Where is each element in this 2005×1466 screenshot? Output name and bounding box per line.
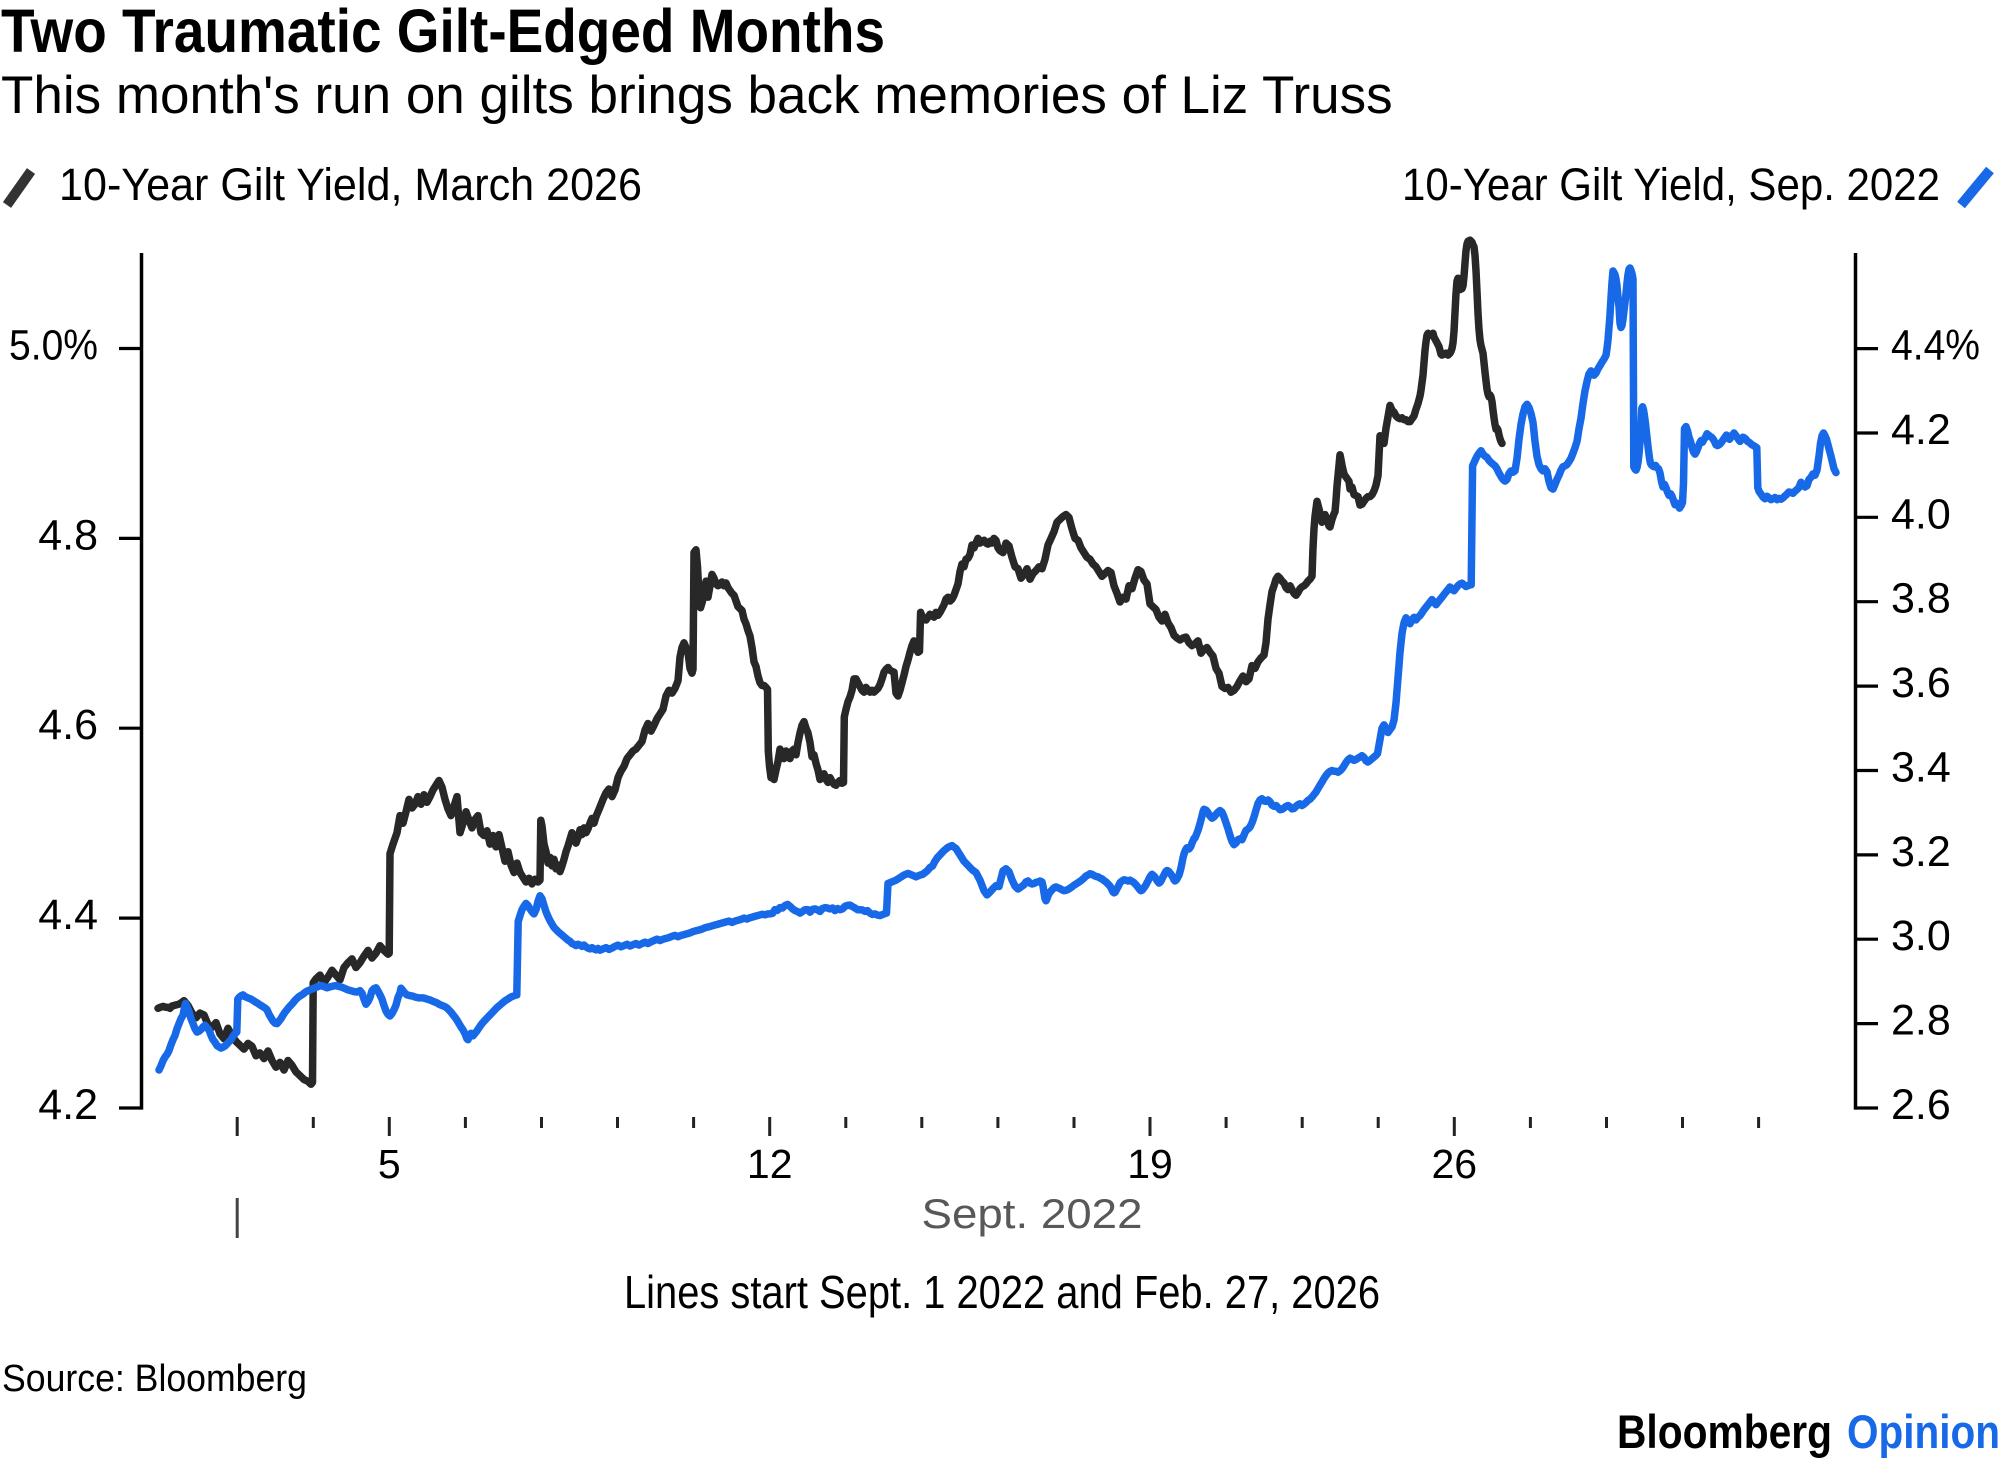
svg-text:26: 26 bbox=[1431, 1141, 1477, 1187]
svg-text:Source: Bloomberg: Source: Bloomberg bbox=[2, 1358, 307, 1400]
svg-text:4.0: 4.0 bbox=[1891, 490, 1951, 538]
svg-text:10-Year Gilt Yield, March 2026: 10-Year Gilt Yield, March 2026 bbox=[59, 159, 642, 210]
svg-text:3.4: 3.4 bbox=[1891, 744, 1951, 792]
svg-text:3.6: 3.6 bbox=[1891, 659, 1951, 707]
svg-text:4.8: 4.8 bbox=[38, 511, 98, 559]
svg-text:3.0: 3.0 bbox=[1891, 912, 1951, 960]
svg-text:Bloomberg: Bloomberg bbox=[1617, 1405, 1832, 1458]
svg-text:2.6: 2.6 bbox=[1891, 1081, 1951, 1129]
svg-text:3.8: 3.8 bbox=[1891, 575, 1951, 623]
svg-text:Opinion: Opinion bbox=[1847, 1405, 2000, 1458]
svg-text:19: 19 bbox=[1127, 1141, 1173, 1187]
svg-text:12: 12 bbox=[747, 1141, 793, 1187]
svg-text:4.4%: 4.4% bbox=[1891, 322, 1980, 370]
svg-text:4.2: 4.2 bbox=[38, 1081, 98, 1129]
svg-text:4.2: 4.2 bbox=[1891, 406, 1951, 454]
svg-text:4.4: 4.4 bbox=[38, 891, 98, 939]
svg-text:2.8: 2.8 bbox=[1891, 997, 1951, 1045]
svg-text:This month's run on gilts brin: This month's run on gilts brings back me… bbox=[1, 66, 1393, 125]
svg-text:Sept. 2022: Sept. 2022 bbox=[922, 1190, 1143, 1237]
svg-text:Two Traumatic Gilt-Edged Month: Two Traumatic Gilt-Edged Months bbox=[1, 0, 885, 65]
svg-text:3.2: 3.2 bbox=[1891, 828, 1951, 876]
svg-text:5: 5 bbox=[378, 1141, 401, 1187]
svg-text:4.6: 4.6 bbox=[38, 701, 98, 749]
svg-text:5.0%: 5.0% bbox=[9, 322, 98, 370]
svg-text:Lines start Sept. 1 2022 and F: Lines start Sept. 1 2022 and Feb. 27, 20… bbox=[624, 1266, 1380, 1318]
svg-text:10-Year Gilt Yield, Sep. 2022: 10-Year Gilt Yield, Sep. 2022 bbox=[1402, 159, 1940, 210]
